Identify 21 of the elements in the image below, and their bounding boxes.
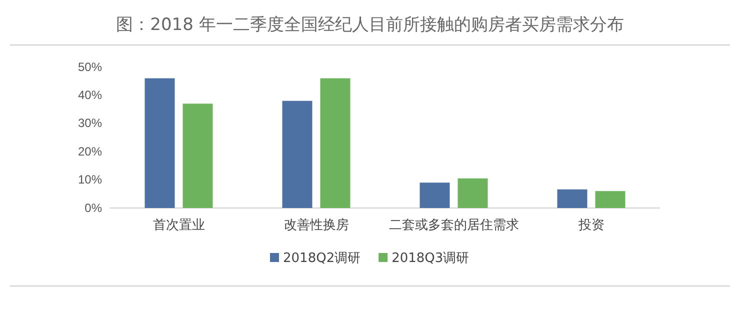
bar: [458, 178, 488, 208]
x-tick-label: 改善性换房: [284, 217, 349, 232]
bar: [320, 78, 350, 208]
y-tick-label: 50%: [78, 60, 102, 74]
y-tick-label: 0%: [84, 200, 102, 215]
y-tick-label: 40%: [78, 88, 102, 102]
y-tick-label: 20%: [78, 144, 102, 158]
x-tick-label: 首次置业: [152, 217, 205, 232]
bar: [144, 78, 175, 208]
x-tick-label: 投资: [577, 217, 604, 232]
legend-label: 2018Q2调研: [283, 251, 361, 266]
bar: [282, 100, 312, 208]
legend-label: 2018Q3调研: [392, 251, 470, 266]
y-tick-label: 10%: [78, 172, 102, 187]
y-tick-label: 30%: [78, 116, 102, 130]
chart-title: 图：2018 年一二季度全国经纪人目前所接触的购房者买房需求分布: [116, 15, 624, 35]
bar: [420, 182, 450, 208]
bar: [595, 191, 626, 208]
bar: [182, 104, 213, 208]
x-tick-label: 二套或多套的居住需求: [388, 217, 519, 232]
bar: [557, 189, 588, 208]
